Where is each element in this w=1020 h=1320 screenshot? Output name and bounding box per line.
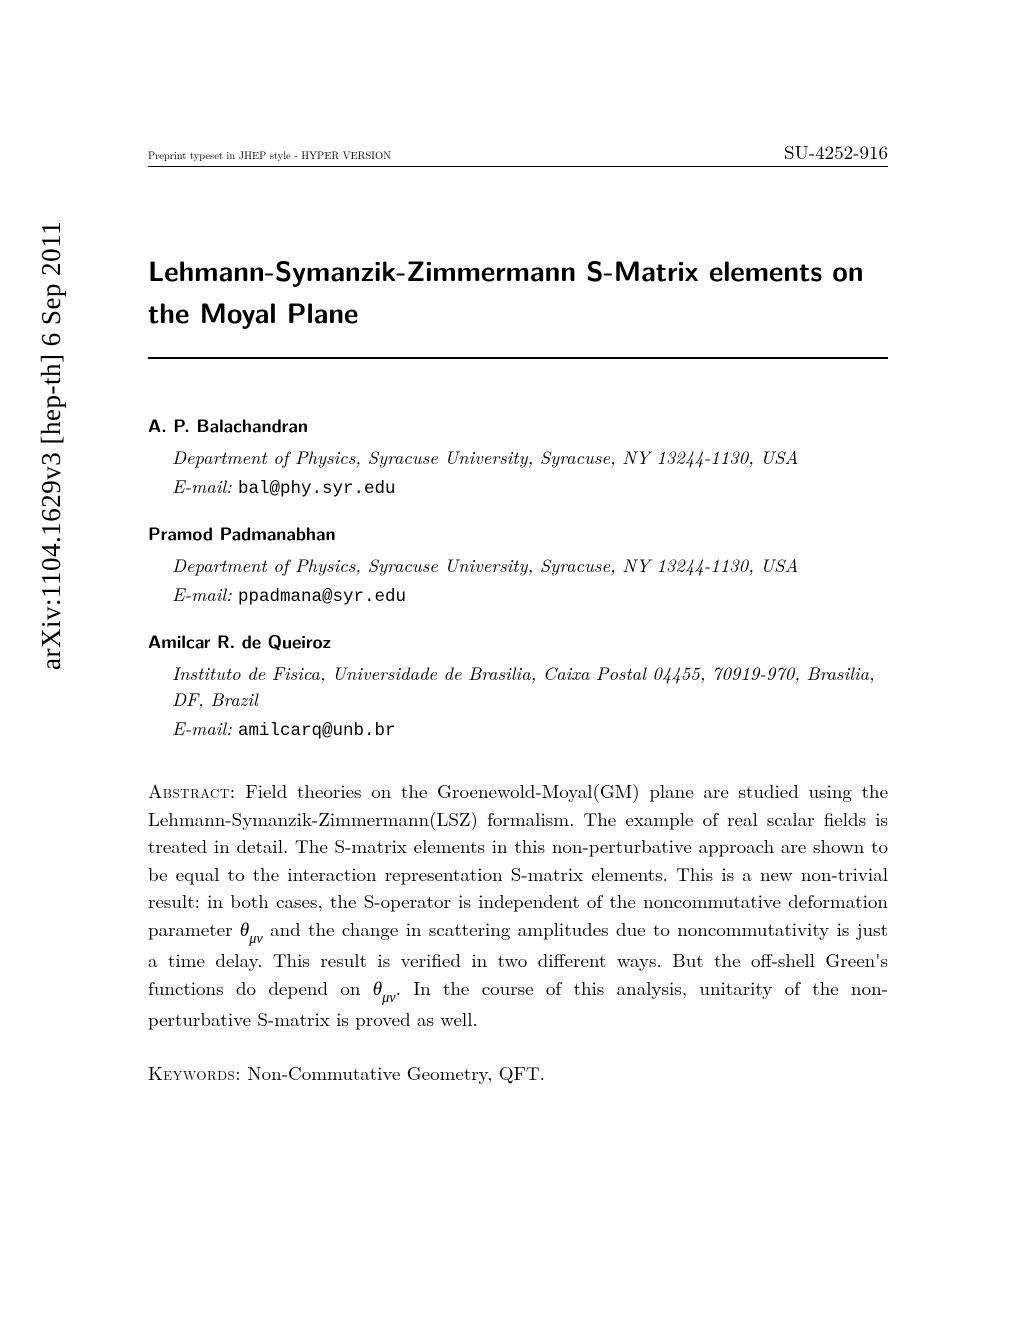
author-affiliation: Department of Physics, Syracuse Universi… [172, 444, 888, 471]
theta-subscript: μν [382, 987, 395, 1007]
author-block-2: Pramod Padmanabhan Department of Physics… [148, 521, 888, 607]
title-rule [148, 357, 888, 359]
page-content: Preprint typeset in JHEP style - HYPER V… [148, 138, 888, 1086]
preprint-row: Preprint typeset in JHEP style - HYPER V… [148, 138, 888, 167]
theta-symbol: θ [373, 974, 382, 1001]
abstract: Abstract: Field theories on the Groenewo… [148, 777, 888, 1033]
author-email-line: E-mail: bal@phy.syr.edu [172, 473, 888, 499]
email-label: E-mail: [172, 581, 232, 607]
arxiv-stamp: arXiv:1104.1629v3 [hep-th] 6 Sep 2011 [36, 221, 67, 670]
email-label: E-mail: [172, 715, 232, 741]
author-name: Pramod Padmanabhan [148, 521, 888, 546]
report-number: SU-4252-916 [784, 138, 888, 165]
keywords-text: Non-Commutative Geometry, QFT. [247, 1059, 545, 1086]
email-address[interactable]: ppadmana@syr.edu [238, 587, 406, 607]
theta-symbol: θ [240, 915, 249, 942]
theta-subscript: μν [249, 928, 262, 948]
author-name: Amilcar R. de Queiroz [148, 629, 888, 654]
author-affiliation: Instituto de Fisica, Universidade de Bra… [172, 660, 888, 714]
author-email-line: E-mail: amilcarq@unb.br [172, 715, 888, 741]
author-block-1: A. P. Balachandran Department of Physics… [148, 413, 888, 499]
abstract-label: Abstract: [148, 777, 236, 804]
author-block-3: Amilcar R. de Queiroz Instituto de Fisic… [148, 629, 888, 742]
author-name: A. P. Balachandran [148, 413, 888, 438]
author-affiliation: Department of Physics, Syracuse Universi… [172, 552, 888, 579]
email-address[interactable]: amilcarq@unb.br [238, 721, 396, 741]
email-address[interactable]: bal@phy.syr.edu [238, 479, 396, 499]
keywords: Keywords: Non-Commutative Geometry, QFT. [148, 1059, 888, 1086]
author-email-line: E-mail: ppadmana@syr.edu [172, 581, 888, 607]
preprint-label: Preprint typeset in JHEP style - HYPER V… [148, 148, 391, 163]
paper-title: Lehmann-Symanzik-Zimmermann S-Matrix ele… [148, 249, 888, 333]
email-label: E-mail: [172, 473, 232, 499]
keywords-label: Keywords: [148, 1059, 241, 1086]
